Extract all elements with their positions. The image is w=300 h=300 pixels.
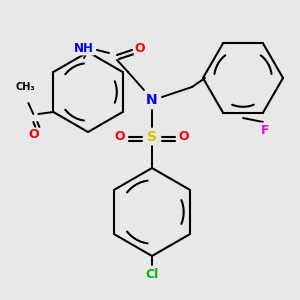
Text: CH₃: CH₃ [16, 82, 35, 92]
Text: Cl: Cl [146, 268, 159, 281]
Text: O: O [135, 41, 145, 55]
Text: O: O [115, 130, 125, 143]
Text: NH: NH [74, 41, 94, 55]
Text: O: O [28, 128, 39, 142]
Text: N: N [146, 93, 158, 107]
Text: O: O [179, 130, 189, 143]
Text: F: F [261, 124, 269, 136]
Text: S: S [147, 130, 157, 144]
